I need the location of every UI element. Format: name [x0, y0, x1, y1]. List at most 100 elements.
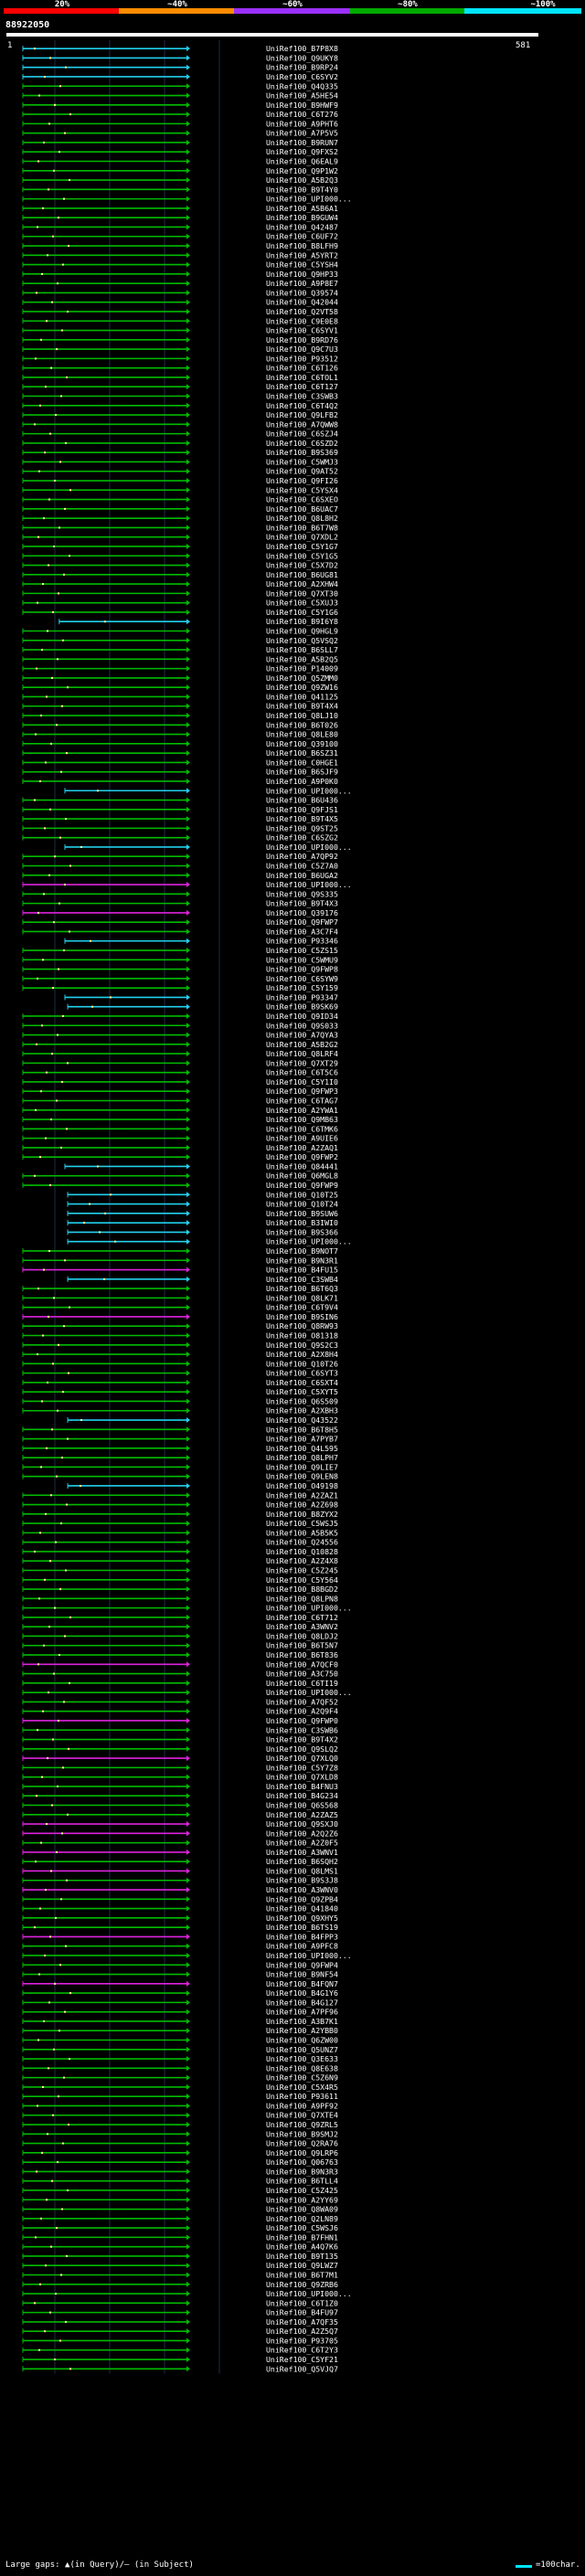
hit-row[interactable]: UniRef100_Q9FWP2 — [22, 1152, 338, 1161]
hit-row[interactable]: UniRef100_B9N3R3 — [22, 2167, 338, 2176]
hit-row[interactable]: UniRef100_C5YF21 — [22, 2355, 338, 2364]
hit-row[interactable]: UniRef100_C6TOL1 — [22, 373, 338, 382]
hit-row[interactable]: UniRef100_A3WNV1 — [22, 1848, 338, 1857]
hit-row[interactable]: UniRef100_C3SWB3 — [22, 392, 338, 401]
hit-row[interactable]: UniRef100_B6UGA2 — [22, 871, 338, 880]
hit-row[interactable]: UniRef100_UPI000... — [22, 2289, 352, 2298]
hit-row[interactable]: UniRef100_UPI000... — [22, 1688, 352, 1697]
hit-row[interactable]: UniRef100_UPI000... — [22, 1951, 352, 1960]
hit-row[interactable]: UniRef100_A7QF52 — [22, 1697, 338, 1706]
hit-row[interactable]: UniRef100_Q9ZW16 — [22, 683, 338, 692]
hit-row[interactable]: UniRef100_Q43522 — [67, 1415, 338, 1425]
hit-row[interactable]: UniRef100_B4FPP3 — [22, 1932, 338, 1941]
hit-row[interactable]: UniRef100_B9NOT7 — [22, 1246, 338, 1256]
hit-row[interactable]: UniRef100_Q8RW93 — [22, 1321, 338, 1330]
hit-row[interactable]: UniRef100_Q9UKY8 — [22, 53, 338, 62]
hit-row[interactable]: UniRef100_B9T4X5 — [22, 814, 338, 823]
hit-row[interactable]: UniRef100_C5Z245 — [22, 1566, 338, 1575]
hit-row[interactable]: UniRef100_B6UAC7 — [22, 504, 338, 514]
hit-row[interactable]: UniRef100_A2ZAQ1 — [22, 1143, 338, 1152]
hit-row[interactable]: UniRef100_Q9FI26 — [22, 476, 338, 485]
hit-row[interactable]: UniRef100_B9NF54 — [22, 1970, 338, 1979]
hit-row[interactable]: UniRef100_B6T026 — [22, 720, 338, 729]
hit-row[interactable]: UniRef100_B6T7M1 — [22, 2271, 338, 2280]
hit-row[interactable]: UniRef100_A7QCF0 — [22, 1659, 338, 1669]
hit-row[interactable]: UniRef100_A9P0K0 — [22, 777, 338, 786]
hit-row[interactable]: UniRef100_B6SQH2 — [22, 1857, 338, 1866]
hit-row[interactable]: UniRef100_Q9FJS1 — [22, 805, 338, 814]
hit-row[interactable]: UniRef100_A5B2Q3 — [22, 175, 338, 185]
hit-row[interactable]: UniRef100_B9T4X2 — [22, 1735, 338, 1744]
hit-row[interactable]: UniRef100_B6TS19 — [22, 1923, 338, 1932]
hit-row[interactable]: UniRef100_Q8LRF4 — [22, 1049, 338, 1058]
hit-row[interactable]: UniRef100_C6T5C6 — [22, 1068, 338, 1077]
hit-row[interactable]: UniRef100_B8ZYX2 — [22, 1510, 338, 1519]
hit-row[interactable]: UniRef100_A9UIE6 — [22, 1134, 338, 1143]
hit-row[interactable]: UniRef100_B7FHN1 — [22, 2232, 338, 2242]
hit-row[interactable]: UniRef100_C6SXEO — [22, 495, 338, 504]
hit-row[interactable]: UniRef100_UPI000... — [64, 786, 352, 795]
hit-row[interactable]: UniRef100_C0HGE1 — [22, 758, 338, 767]
hit-row[interactable]: UniRef100_A2YBB0 — [22, 2026, 338, 2035]
hit-row[interactable]: UniRef100_Q8LPN8 — [22, 1594, 338, 1603]
hit-row[interactable]: UniRef100_C6T712 — [22, 1613, 338, 1622]
hit-row[interactable]: UniRef100_B6T6Q3 — [22, 1284, 338, 1293]
hit-row[interactable]: UniRef100_C6SZJ4 — [22, 429, 338, 439]
hit-row[interactable]: UniRef100_C5ZS15 — [22, 946, 338, 955]
hit-row[interactable]: UniRef100_Q8LDJ2 — [22, 1631, 338, 1640]
hit-row[interactable]: UniRef100_Q6S568 — [22, 1801, 338, 1810]
hit-row[interactable]: UniRef100_B9S3J8 — [22, 1876, 338, 1885]
hit-row[interactable]: UniRef100_Q9FWP7 — [22, 917, 338, 927]
hit-row[interactable]: UniRef100_Q39100 — [22, 739, 338, 748]
hit-row[interactable]: UniRef100_C6SZG2 — [22, 833, 338, 843]
hit-row[interactable]: UniRef100_A7P5V5 — [22, 129, 338, 138]
hit-row[interactable]: UniRef100_A2Q9F4 — [22, 1707, 338, 1716]
hit-row[interactable]: UniRef100_A7PF96 — [22, 2008, 338, 2017]
hit-row[interactable]: UniRef100_Q9SXJ0 — [22, 1819, 338, 1829]
hit-row[interactable]: UniRef100_Q10T24 — [67, 1200, 338, 1209]
hit-row[interactable]: UniRef100_A2YY69 — [22, 2195, 338, 2204]
hit-row[interactable]: UniRef100_Q42044 — [22, 298, 338, 307]
hit-row[interactable]: UniRef100_C6SZD2 — [22, 439, 338, 448]
hit-row[interactable]: UniRef100_C5WSJ5 — [22, 1519, 338, 1528]
hit-row[interactable]: UniRef100_Q9HGL9 — [22, 627, 338, 636]
hit-row[interactable]: UniRef100_B8BGD2 — [22, 1585, 338, 1594]
hit-row[interactable]: UniRef100_Q2VT58 — [22, 307, 338, 316]
hit-row[interactable]: UniRef100_Q9AT52 — [22, 467, 338, 476]
hit-row[interactable]: UniRef100_Q10828 — [22, 1547, 338, 1556]
hit-row[interactable]: UniRef100_A9P8E7 — [22, 279, 338, 288]
hit-row[interactable]: UniRef100_B6SLL7 — [22, 645, 338, 654]
hit-row[interactable]: UniRef100_B9RP24 — [22, 63, 338, 72]
hit-row[interactable]: UniRef100_Q8L8H2 — [22, 514, 338, 523]
hit-row[interactable]: UniRef100_UPI000... — [22, 1604, 352, 1613]
hit-row[interactable]: UniRef100_B4FNU3 — [22, 1782, 338, 1791]
hit-row[interactable]: UniRef100_B9T4Y0 — [22, 185, 338, 194]
hit-row[interactable]: UniRef100_P14009 — [22, 664, 338, 673]
hit-row[interactable]: UniRef100_Q7XLD8 — [22, 1773, 338, 1782]
hit-row[interactable]: UniRef100_B9RD76 — [22, 335, 338, 345]
hit-row[interactable]: UniRef100_C5Y564 — [22, 1575, 338, 1585]
hit-row[interactable]: UniRef100_Q9SLQ2 — [22, 1744, 338, 1754]
hit-row[interactable]: UniRef100_Q7XDL2 — [22, 533, 338, 542]
hit-row[interactable]: UniRef100_Q8LJ10 — [22, 711, 338, 720]
hit-row[interactable]: UniRef100_Q7XT29 — [22, 1058, 338, 1067]
hit-row[interactable]: UniRef100_Q4L595 — [22, 1444, 338, 1453]
hit-row[interactable]: UniRef100_A2ZAZ1 — [22, 1490, 338, 1500]
hit-row[interactable]: UniRef100_C5Y7Z8 — [22, 1763, 338, 1772]
hit-row[interactable]: UniRef100_B6T8H5 — [22, 1425, 338, 1434]
hit-row[interactable]: UniRef100_A2Q2Z6 — [22, 1829, 338, 1838]
hit-row[interactable]: UniRef100_C6SYT3 — [22, 1369, 338, 1378]
hit-row[interactable]: UniRef100_C5WMU9 — [22, 955, 338, 964]
hit-row[interactable]: UniRef100_P93705 — [22, 2336, 338, 2345]
hit-row[interactable]: UniRef100_B9I6Y8 — [58, 617, 338, 626]
hit-row[interactable]: UniRef100_B9T4X3 — [22, 899, 338, 908]
hit-row[interactable]: UniRef100_Q41840 — [22, 1904, 338, 1913]
hit-row[interactable]: UniRef100_Q39176 — [22, 908, 338, 917]
hit-row[interactable]: UniRef100_Q5VJQ7 — [22, 2364, 338, 2373]
hit-row[interactable]: UniRef100_UPI000... — [64, 843, 352, 852]
hit-row[interactable]: UniRef100_Q8LE80 — [22, 730, 338, 739]
hit-row[interactable]: UniRef100_Q9LWZ7 — [22, 2261, 338, 2270]
hit-row[interactable]: UniRef100_B7P8X8 — [22, 44, 338, 53]
hit-row[interactable]: UniRef100_Q3E633 — [22, 2054, 338, 2063]
hit-row[interactable]: UniRef100_C5Y1G5 — [22, 551, 338, 560]
